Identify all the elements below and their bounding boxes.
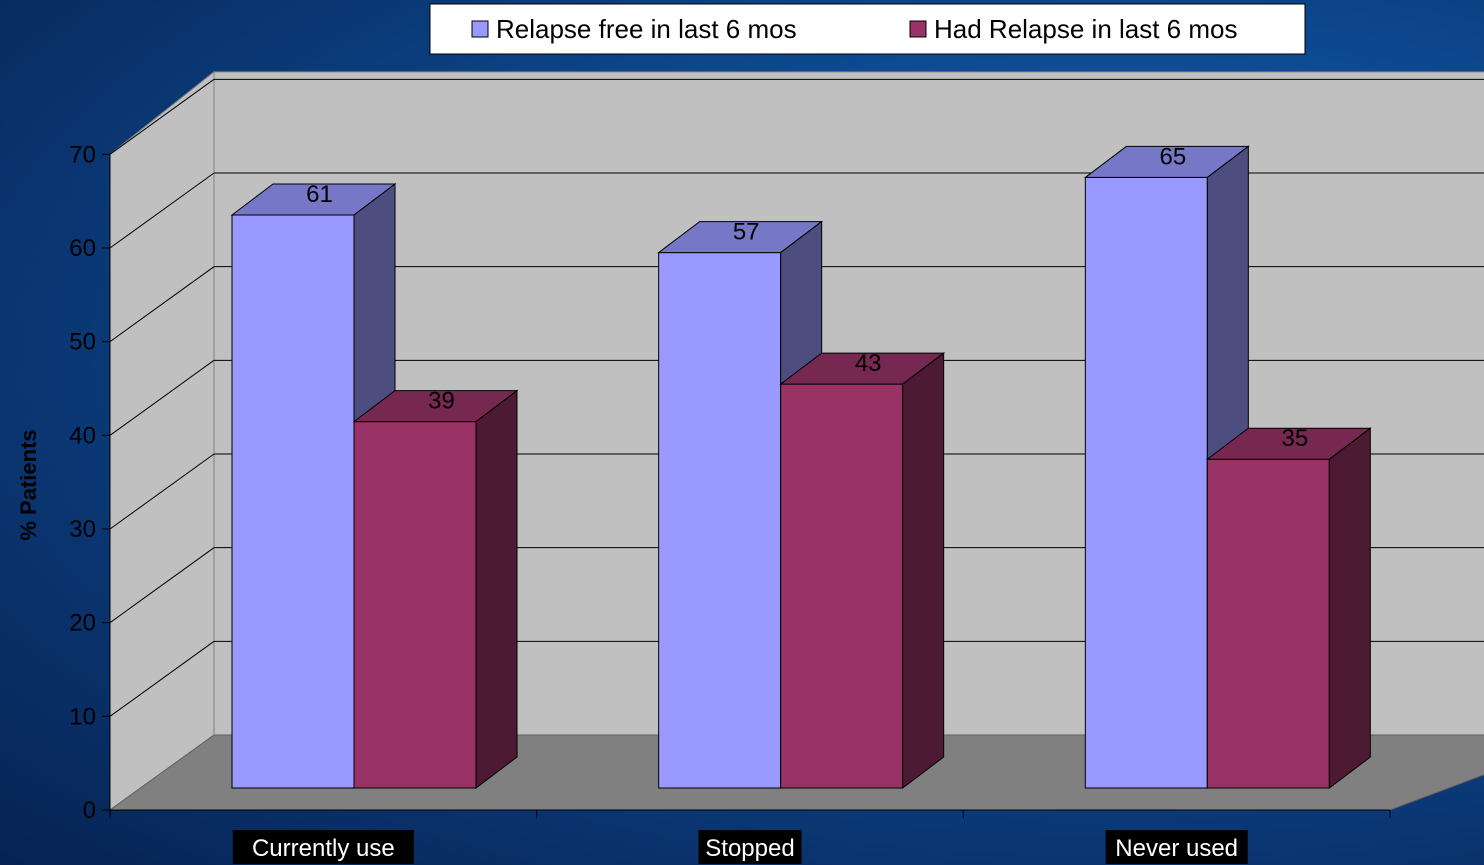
y-tick-label: 60 bbox=[69, 235, 96, 262]
gridline-side bbox=[109, 78, 215, 155]
y-tick-label: 30 bbox=[69, 516, 96, 543]
gridline-side bbox=[109, 266, 215, 343]
x-axis: Currently use Stopped Never used bbox=[109, 809, 1391, 864]
x-tick-label: Stopped bbox=[705, 835, 794, 862]
legend: Relapse free in last 6 mos Had Relapse in… bbox=[429, 3, 1306, 55]
bar-front bbox=[231, 214, 355, 789]
legend-swatch bbox=[471, 20, 489, 38]
bar-front bbox=[353, 421, 477, 789]
bar bbox=[352, 389, 519, 790]
gridline-side bbox=[109, 547, 215, 624]
gridline-side bbox=[109, 640, 215, 717]
bar-side bbox=[1328, 427, 1371, 790]
gridline-side bbox=[109, 172, 215, 249]
y-axis-label: % Patients bbox=[16, 429, 41, 540]
legend-swatch bbox=[909, 20, 927, 38]
data-label: 39 bbox=[428, 388, 455, 415]
bar-front bbox=[1206, 458, 1330, 789]
data-label: 43 bbox=[855, 350, 882, 377]
bar bbox=[1205, 427, 1372, 790]
legend-box bbox=[429, 3, 1306, 55]
y-tick-label: 20 bbox=[69, 610, 96, 637]
bar-front bbox=[1084, 176, 1208, 789]
x-tick-label-bg bbox=[232, 830, 414, 864]
y-tick-label: 50 bbox=[69, 329, 96, 356]
gridline-side bbox=[109, 453, 215, 530]
legend-label: Had Relapse in last 6 mos bbox=[934, 14, 1237, 44]
y-tick-label: 40 bbox=[69, 422, 96, 449]
data-label: 35 bbox=[1281, 425, 1308, 452]
legend-label: Relapse free in last 6 mos bbox=[496, 14, 797, 44]
bar-side bbox=[475, 389, 518, 790]
data-label: 61 bbox=[306, 181, 333, 208]
bar-front bbox=[780, 383, 904, 789]
data-label: 65 bbox=[1159, 143, 1186, 170]
data-label: 57 bbox=[733, 219, 760, 246]
gridline-side bbox=[109, 359, 215, 436]
x-tick-label-bg bbox=[1105, 830, 1248, 864]
y-tick-label: 70 bbox=[69, 141, 96, 168]
bar-side bbox=[902, 352, 945, 790]
y-tick-label: 10 bbox=[69, 703, 96, 730]
y-axis: 0 10 20 30 40 50 60 70 bbox=[69, 141, 111, 824]
bar bbox=[779, 352, 946, 790]
bar-front bbox=[658, 252, 782, 789]
x-tick-label-bg bbox=[698, 830, 802, 864]
bars bbox=[230, 145, 1372, 790]
x-tick-label: Currently use bbox=[252, 835, 395, 862]
y-tick-label: 0 bbox=[83, 797, 96, 824]
data-labels: 61 39 57 43 65 35 bbox=[306, 143, 1308, 452]
x-tick-label: Never used bbox=[1115, 835, 1238, 862]
side-wall bbox=[109, 70, 215, 811]
